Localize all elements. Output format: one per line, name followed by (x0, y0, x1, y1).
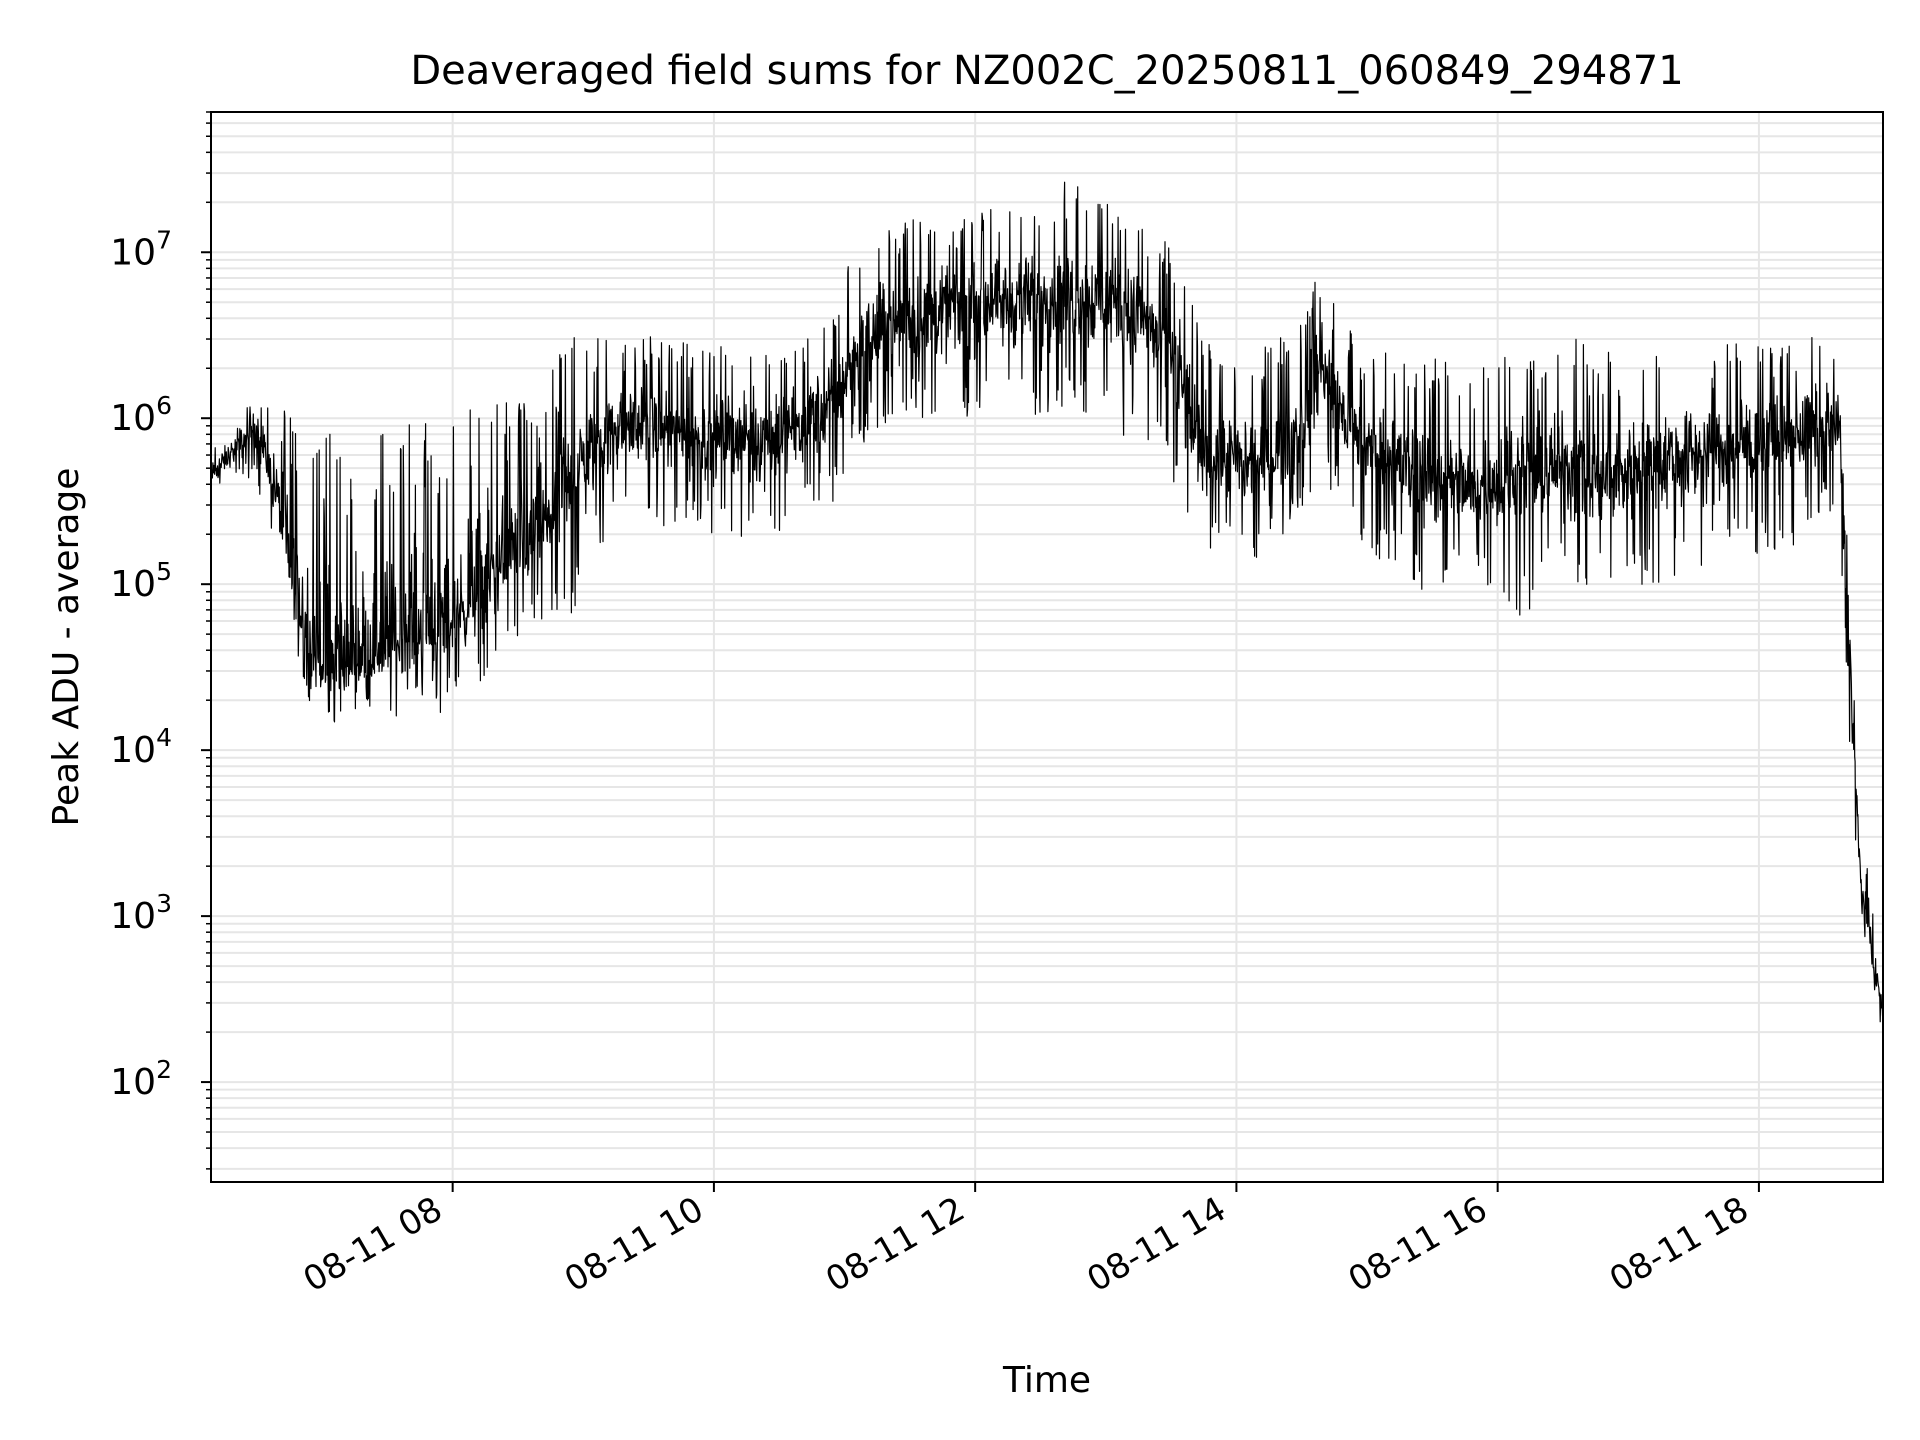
x-tick-label: 08-11 12 (819, 1189, 971, 1300)
chart-title: Deaveraged field sums for NZ002C_2025081… (410, 48, 1683, 94)
x-tick-label: 08-11 08 (297, 1189, 449, 1300)
y-tick-label: 107 (110, 225, 172, 273)
x-tick-label: 08-11 10 (558, 1189, 710, 1300)
plot-frame (210, 111, 1884, 1183)
y-axis-label: Peak ADU - average (46, 468, 87, 827)
x-tick-label: 08-11 16 (1342, 1189, 1494, 1300)
x-axis-label: Time (1002, 1360, 1091, 1401)
series-line (210, 181, 1884, 1024)
data-layer (210, 181, 1884, 1024)
y-tick-label: 104 (110, 723, 172, 771)
x-tick-label: 08-11 18 (1603, 1189, 1755, 1300)
grid-layer (211, 111, 1883, 1182)
x-tick-label: 08-11 14 (1081, 1189, 1233, 1300)
y-tick-label: 102 (110, 1055, 172, 1103)
y-tick-label: 106 (110, 391, 172, 439)
y-tick-label: 103 (110, 889, 172, 937)
y-tick-label: 105 (110, 557, 172, 605)
